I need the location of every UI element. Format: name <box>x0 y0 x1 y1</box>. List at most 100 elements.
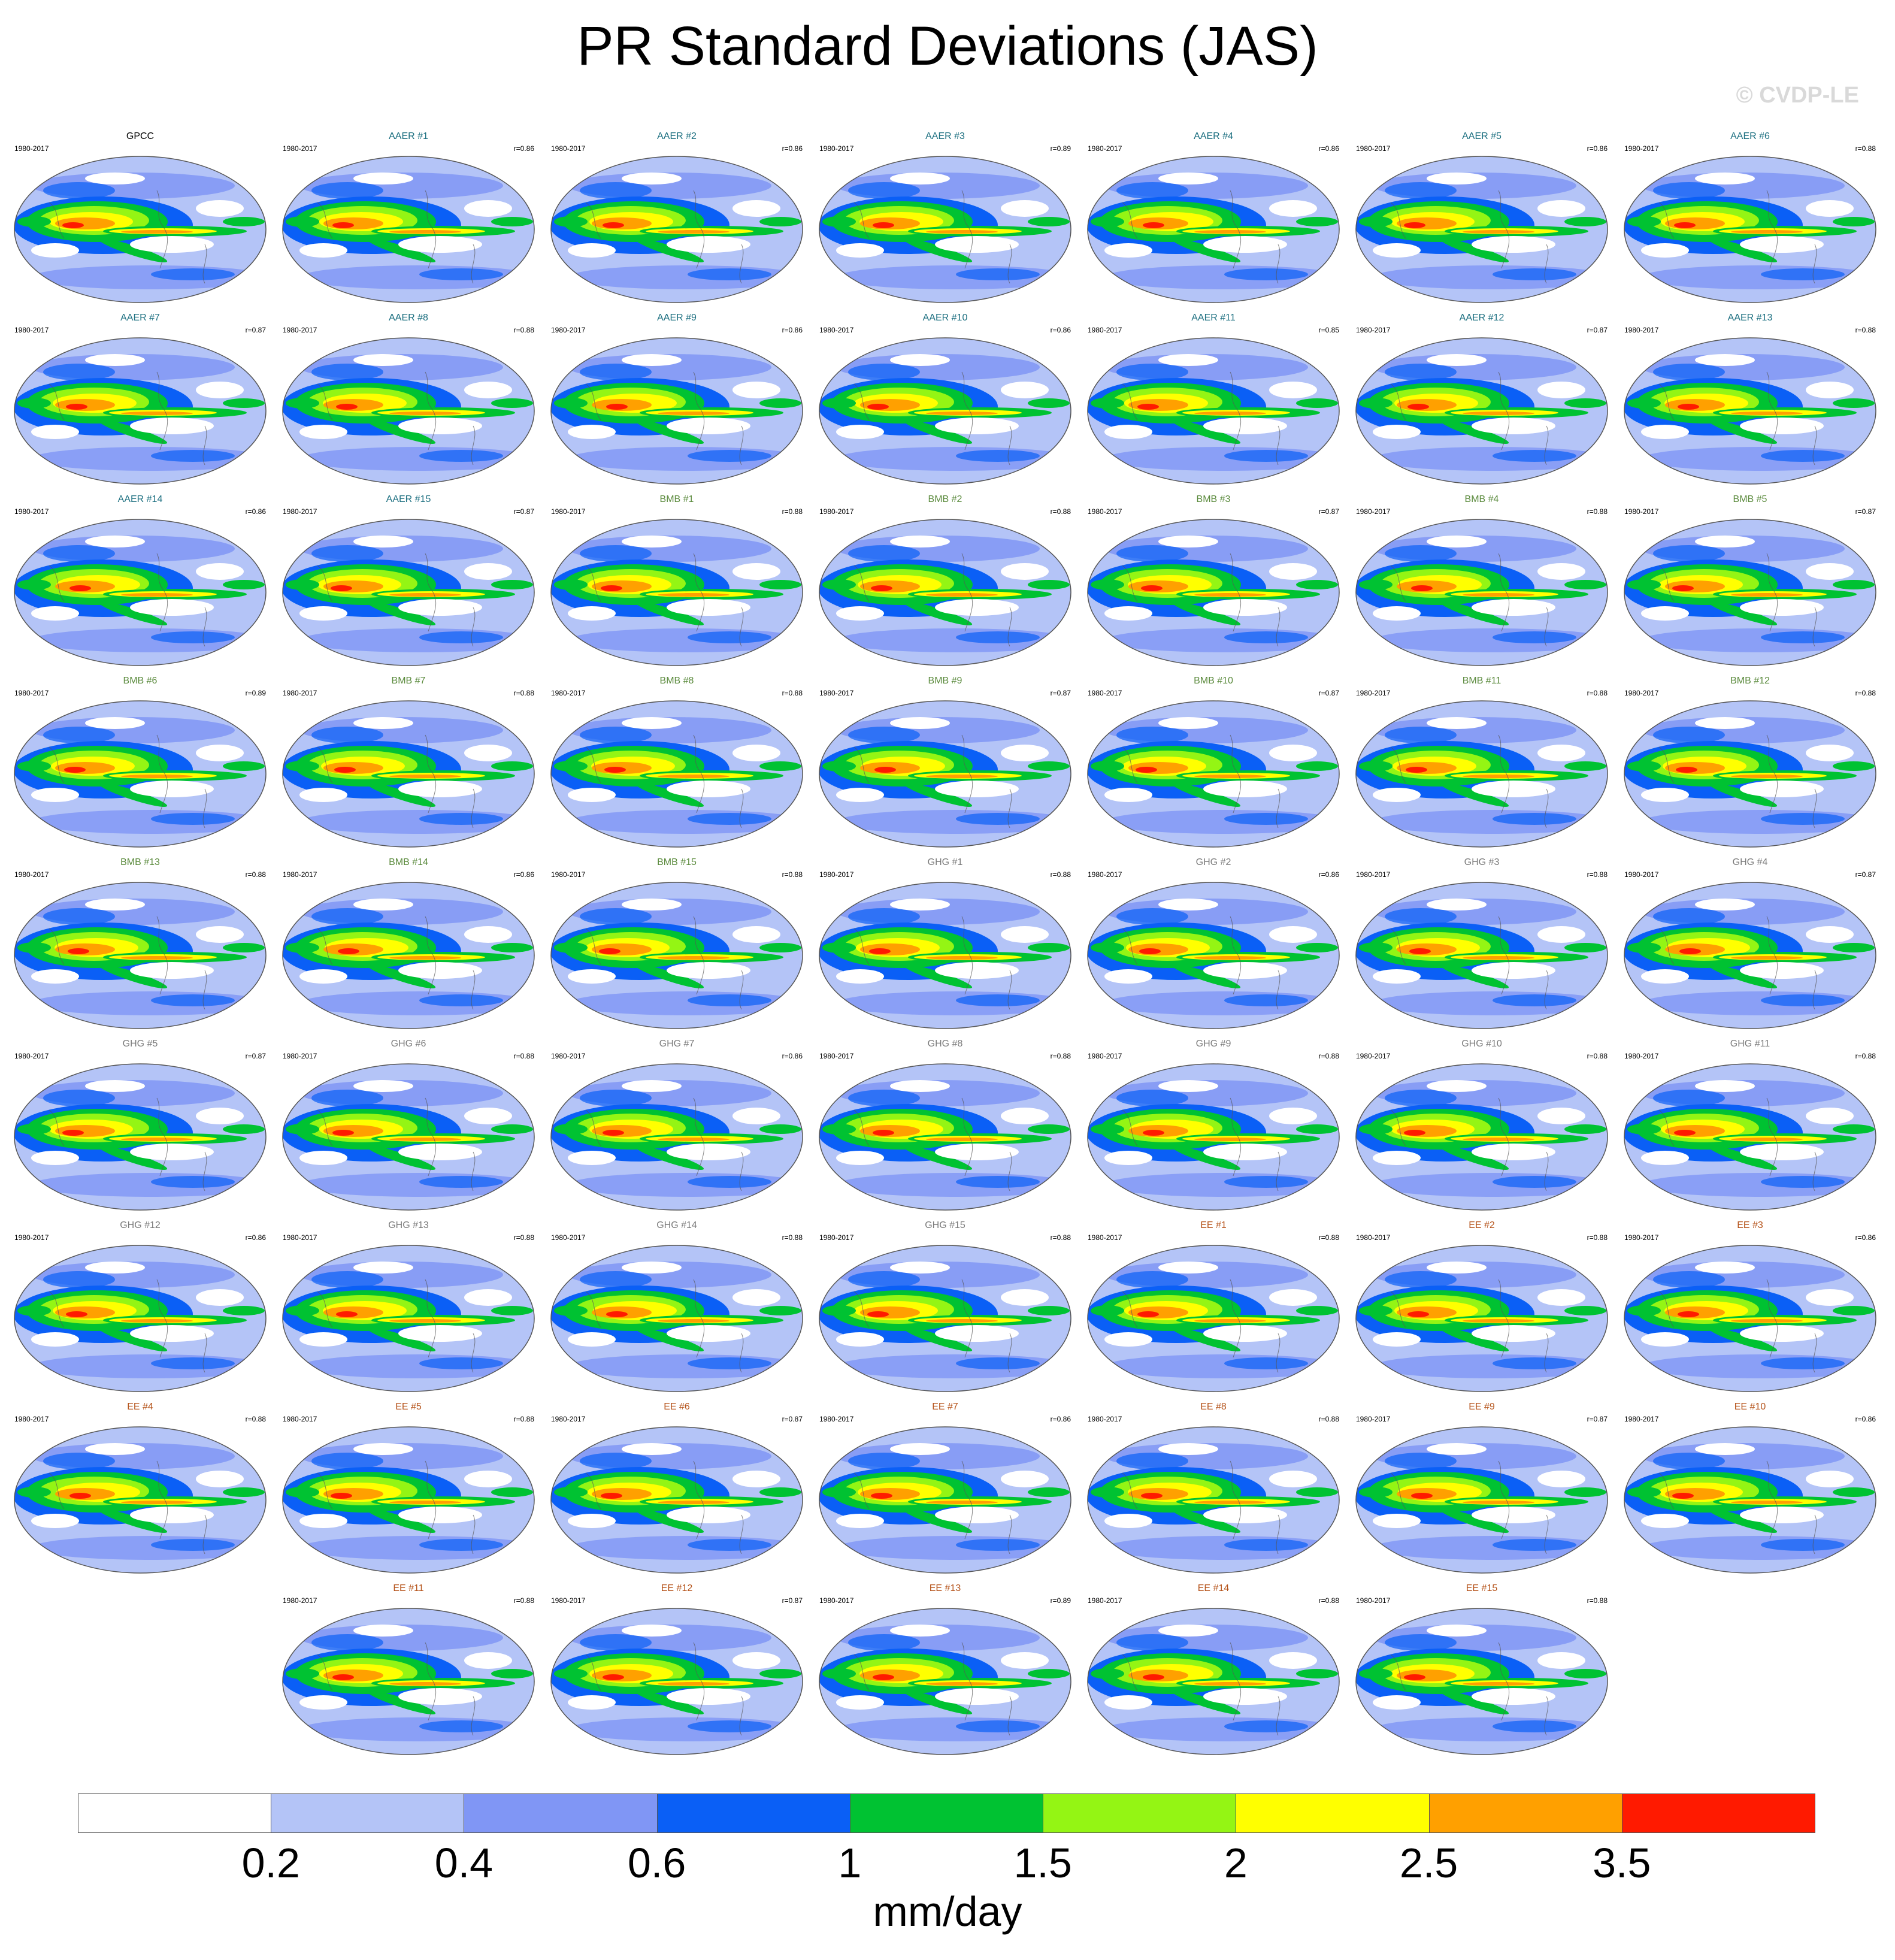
panel-title: BMB #1 <box>659 494 694 504</box>
panel-years: 1980-2017 <box>551 1052 586 1060</box>
robinson-map <box>14 882 267 1029</box>
map-panel: GHG #3 1980-2017 r=0.88 <box>1348 857 1616 1036</box>
panel-correlation: r=0.86 <box>1050 326 1071 334</box>
panel-correlation: r=0.88 <box>513 689 534 697</box>
robinson-map <box>550 337 803 485</box>
robinson-map <box>1087 337 1340 485</box>
panel-correlation: r=0.86 <box>782 1052 803 1060</box>
panel-title: BMB #9 <box>928 676 962 686</box>
map-panel: EE #4 1980-2017 r=0.88 <box>6 1401 274 1581</box>
panel-title: GHG #10 <box>1461 1039 1502 1049</box>
colorbar-tick-label: 2 <box>1224 1840 1248 1886</box>
colorbar-tick-label: 3.5 <box>1593 1840 1651 1886</box>
panel-title: EE #5 <box>395 1402 422 1412</box>
panel-years: 1980-2017 <box>1356 1233 1391 1242</box>
panel-correlation: r=0.87 <box>245 326 266 334</box>
panel-correlation: r=0.86 <box>782 144 803 153</box>
panel-years: 1980-2017 <box>1088 1596 1122 1605</box>
map-panel: AAER #1 1980-2017 r=0.86 <box>274 131 543 310</box>
panel-years: 1980-2017 <box>1088 144 1122 153</box>
map-panel: BMB #11 1980-2017 r=0.88 <box>1348 675 1616 855</box>
panel-title: EE #11 <box>393 1583 424 1593</box>
panel-correlation: r=0.87 <box>1587 326 1608 334</box>
robinson-map <box>1087 1608 1340 1755</box>
panel-correlation: r=0.88 <box>1587 689 1608 697</box>
panel-years: 1980-2017 <box>14 326 49 334</box>
map-panel: AAER #13 1980-2017 r=0.88 <box>1616 312 1884 492</box>
map-panel: AAER #2 1980-2017 r=0.86 <box>543 131 811 310</box>
map-panel-grid: GPCC 1980-2017 AAER #1 1980-2017 r=0.86 AAER … <box>6 131 1884 1755</box>
robinson-map <box>819 1063 1071 1211</box>
panel-title: AAER #4 <box>1194 131 1233 141</box>
colorbar-segment <box>464 1793 658 1833</box>
panel-years: 1980-2017 <box>1356 1415 1391 1423</box>
map-panel: AAER #3 1980-2017 r=0.89 <box>811 131 1079 310</box>
panel-title: BMB #8 <box>659 676 694 686</box>
robinson-map <box>1355 1426 1608 1574</box>
panel-correlation: r=0.86 <box>513 870 534 879</box>
map-panel: BMB #8 1980-2017 r=0.88 <box>543 675 811 855</box>
map-panel: GHG #4 1980-2017 r=0.87 <box>1616 857 1884 1036</box>
map-panel: BMB #3 1980-2017 r=0.87 <box>1079 494 1348 673</box>
panel-correlation: r=0.88 <box>782 689 803 697</box>
panel-title: AAER #10 <box>922 313 968 323</box>
robinson-map <box>1355 1245 1608 1392</box>
panel-title: BMB #10 <box>1194 676 1233 686</box>
panel-correlation: r=0.87 <box>1587 1415 1608 1423</box>
credit-watermark: © CVDP-LE <box>1736 83 1859 108</box>
map-panel: EE #2 1980-2017 r=0.88 <box>1348 1220 1616 1399</box>
map-panel: GHG #2 1980-2017 r=0.86 <box>1079 857 1348 1036</box>
panel-title: AAER #7 <box>120 313 160 323</box>
panel-title: AAER #15 <box>386 494 431 504</box>
robinson-map <box>14 156 267 303</box>
panel-correlation: r=0.87 <box>513 507 534 516</box>
panel-title: GHG #11 <box>1730 1039 1770 1049</box>
robinson-map <box>1087 882 1340 1029</box>
panel-years: 1980-2017 <box>1624 507 1659 516</box>
panel-title: GHG #15 <box>925 1220 965 1230</box>
colorbar-segment <box>1236 1793 1430 1833</box>
panel-title: GHG #6 <box>390 1039 426 1049</box>
panel-years: 1980-2017 <box>1624 1233 1659 1242</box>
map-panel: GHG #10 1980-2017 r=0.88 <box>1348 1038 1616 1218</box>
robinson-map <box>1624 156 1876 303</box>
panel-correlation: r=0.88 <box>1318 1052 1339 1060</box>
panel-correlation: r=0.88 <box>245 870 266 879</box>
panel-correlation: r=0.88 <box>1587 507 1608 516</box>
robinson-map <box>1624 700 1876 848</box>
panel-years: 1980-2017 <box>1088 1233 1122 1242</box>
map-panel: AAER #10 1980-2017 r=0.86 <box>811 312 1079 492</box>
panel-title: GHG #9 <box>1195 1039 1231 1049</box>
map-panel: BMB #9 1980-2017 r=0.87 <box>811 675 1079 855</box>
panel-years: 1980-2017 <box>14 689 49 697</box>
robinson-map <box>550 1063 803 1211</box>
panel-correlation: r=0.88 <box>782 1233 803 1242</box>
panel-title: BMB #3 <box>1196 494 1231 504</box>
colorbar-tick-label: 1.5 <box>1013 1840 1072 1886</box>
panel-title: EE #4 <box>127 1402 153 1412</box>
panel-years: 1980-2017 <box>283 870 317 879</box>
map-panel: EE #7 1980-2017 r=0.86 <box>811 1401 1079 1581</box>
map-panel: EE #10 1980-2017 r=0.86 <box>1616 1401 1884 1581</box>
panel-correlation: r=0.88 <box>1855 1052 1876 1060</box>
panel-correlation: r=0.88 <box>1587 1596 1608 1605</box>
colorbar <box>78 1793 1815 1833</box>
panel-correlation: r=0.89 <box>245 689 266 697</box>
panel-title: BMB #12 <box>1730 676 1770 686</box>
panel-years: 1980-2017 <box>1356 870 1391 879</box>
panel-correlation: r=0.86 <box>1855 1233 1876 1242</box>
panel-years: 1980-2017 <box>14 144 49 153</box>
map-panel: GHG #9 1980-2017 r=0.88 <box>1079 1038 1348 1218</box>
robinson-map <box>1087 1426 1340 1574</box>
panel-title: EE #9 <box>1469 1402 1495 1412</box>
robinson-map <box>282 337 535 485</box>
panel-title: AAER #12 <box>1459 313 1505 323</box>
panel-title: EE #6 <box>664 1402 690 1412</box>
map-panel: GHG #5 1980-2017 r=0.87 <box>6 1038 274 1218</box>
panel-years: 1980-2017 <box>14 1052 49 1060</box>
robinson-map <box>550 1608 803 1755</box>
colorbar-tick-label: 0.4 <box>434 1840 494 1886</box>
map-panel: BMB #1 1980-2017 r=0.88 <box>543 494 811 673</box>
colorbar-segment <box>656 1793 850 1833</box>
robinson-map <box>1087 519 1340 666</box>
